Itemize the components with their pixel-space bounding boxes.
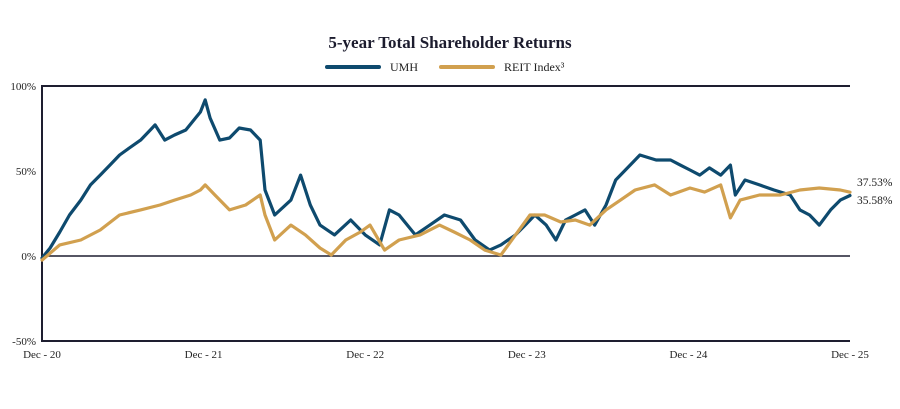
legend-label-reit: REIT Index³ bbox=[504, 60, 565, 74]
series-line-umh bbox=[40, 98, 852, 260]
chart-title: 5-year Total Shareholder Returns bbox=[328, 33, 572, 52]
x-tick-label: Dec - 20 bbox=[23, 349, 61, 361]
x-tick-label: Dec - 21 bbox=[185, 349, 223, 361]
y-tick-label: 50% bbox=[16, 166, 36, 178]
x-tick-label: Dec - 23 bbox=[508, 349, 546, 361]
x-tick-label: Dec - 24 bbox=[669, 349, 707, 361]
series-layer bbox=[40, 98, 852, 262]
legend: UMH REIT Index³ bbox=[325, 60, 565, 74]
y-tick-label: 0% bbox=[21, 251, 36, 263]
tick-labels: 100% 50% 0% -50%Dec - 20 Dec - 21 Dec - 22 Dec… bbox=[10, 81, 893, 361]
y-tick-label: 100% bbox=[10, 81, 36, 93]
legend-label-umh: UMH bbox=[390, 60, 418, 74]
end-value-label-umh: 35.58% bbox=[857, 195, 893, 207]
end-value-label-reit: 37.53% bbox=[857, 177, 893, 189]
series-line-reit bbox=[40, 183, 852, 262]
x-tick-label: Dec - 25 bbox=[831, 349, 869, 361]
x-tick-label: Dec - 22 bbox=[346, 349, 384, 361]
axes bbox=[41, 85, 850, 342]
y-tick-label: -50% bbox=[12, 336, 36, 348]
